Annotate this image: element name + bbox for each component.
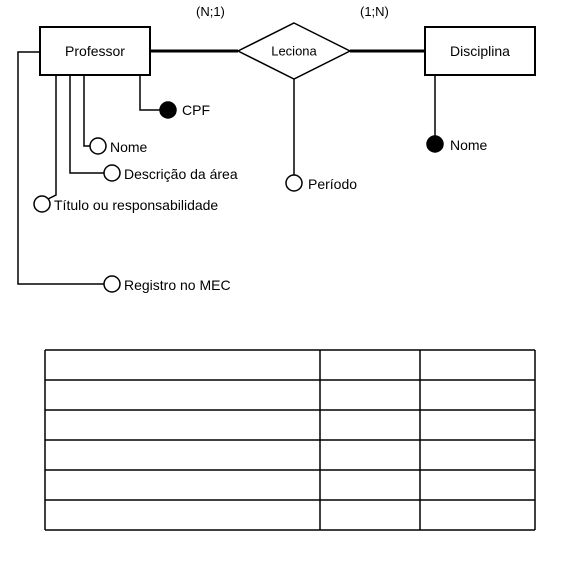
cardinality-left: (N;1)	[196, 4, 225, 19]
cardinality-right: (1;N)	[360, 4, 389, 19]
attribute-cpf-marker	[160, 102, 176, 118]
attribute-registro_mec-marker	[104, 276, 120, 292]
attribute-descricao_area-marker	[104, 165, 120, 181]
attribute-nome-connector	[84, 75, 90, 146]
attribute-cpf-connector	[140, 75, 160, 110]
relationship-leciona-label: Leciona	[271, 44, 317, 59]
attribute-periodo-marker	[286, 175, 302, 191]
attribute-cpf-label: CPF	[182, 102, 210, 118]
er-diagram-canvas: Professor Disciplina Leciona (N;1) (1;N) CPF N…	[0, 0, 567, 570]
attribute-registro_mec-connector	[18, 52, 104, 284]
attribute-descricao_area-label: Descrição da área	[124, 166, 238, 182]
attribute-nome-marker	[90, 138, 106, 154]
attribute-registro_mec-label: Registro no MEC	[124, 277, 231, 293]
attribute-disc_nome-marker	[427, 136, 443, 152]
attribute-nome-label: Nome	[110, 139, 148, 155]
attribute-disc_nome-label: Nome	[450, 137, 488, 153]
entity-disciplina-label: Disciplina	[450, 43, 510, 59]
attribute-titulo-label: Título ou responsabilidade	[54, 197, 218, 213]
attribute-titulo-marker	[34, 196, 50, 212]
attribute-titulo-connector	[48, 75, 56, 199]
entity-professor-label: Professor	[65, 43, 125, 59]
attribute-descricao_area-connector	[70, 75, 104, 173]
attribute-periodo-label: Período	[308, 176, 357, 192]
